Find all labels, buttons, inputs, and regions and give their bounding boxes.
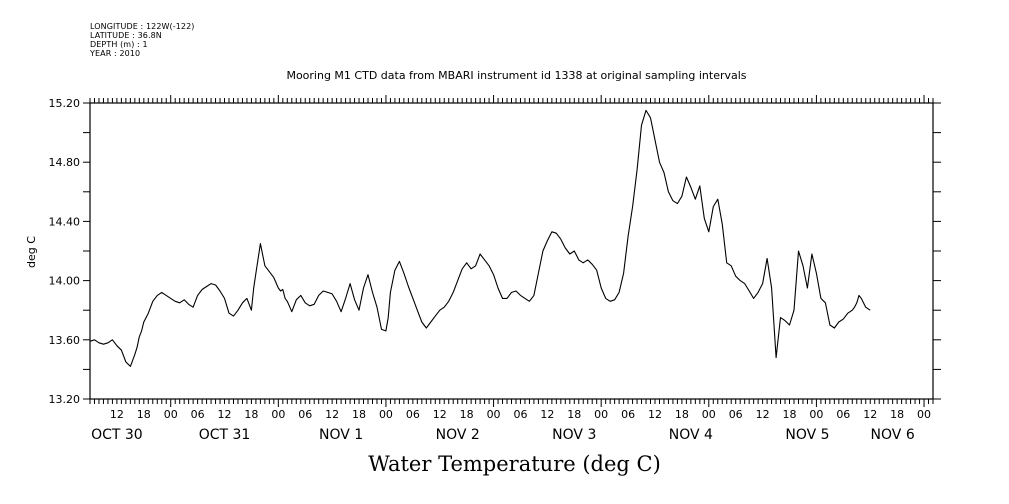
y-tick-label: 14.40 — [49, 215, 81, 228]
y-tick-label: 13.20 — [49, 393, 81, 406]
meta-depth: DEPTH (m) : 1 — [90, 40, 148, 49]
x-hour-label: 18 — [675, 408, 689, 421]
x-hour-label: 00 — [702, 408, 716, 421]
x-date-label: NOV 3 — [552, 427, 596, 443]
x-hour-label: 18 — [137, 408, 151, 421]
x-date-label: NOV 2 — [436, 427, 480, 443]
series-group — [89, 109, 871, 367]
x-hour-label: 12 — [648, 408, 662, 421]
plot-axes — [89, 102, 934, 400]
x-hour-label: 12 — [325, 408, 339, 421]
x-hour-label: 00 — [379, 408, 393, 421]
x-date-label: NOV 1 — [319, 427, 363, 443]
x-hour-label: 06 — [513, 408, 527, 421]
meta-latitude: LATITUDE : 36.8N — [90, 31, 162, 40]
meta-year: YEAR : 2010 — [90, 49, 141, 58]
x-hour-label: 00 — [917, 408, 931, 421]
x-hour-label: 00 — [487, 408, 501, 421]
x-hour-label: 18 — [244, 408, 258, 421]
x-hour-label: 06 — [729, 408, 743, 421]
chart-caption: Water Temperature (deg C) — [368, 452, 661, 476]
x-hour-label: 06 — [836, 408, 850, 421]
chart-title: Mooring M1 CTD data from MBARI instrumen… — [286, 69, 747, 82]
y-tick-label: 14.80 — [49, 156, 81, 169]
x-hour-label: 06 — [298, 408, 312, 421]
meta-longitude: LONGITUDE : 122W(-122) — [90, 22, 195, 31]
y-tick-label: 14.00 — [49, 275, 81, 288]
temperature-series-line — [89, 109, 871, 367]
x-hour-label: 18 — [460, 408, 474, 421]
x-hour-label: 18 — [890, 408, 904, 421]
x-hour-label: 12 — [756, 408, 770, 421]
x-date-label: NOV 6 — [871, 427, 915, 443]
x-hour-label: 18 — [567, 408, 581, 421]
x-axis-ticks: 12 18 00 06 12 18 00 06 12 18 00 06 12 18 00 06 12 18 00 06… — [89, 95, 934, 443]
x-hour-label: 12 — [433, 408, 447, 421]
x-hour-label: 18 — [352, 408, 366, 421]
x-hour-label: 12 — [863, 408, 877, 421]
x-hour-label: 12 — [540, 408, 554, 421]
y-axis-ticks: 13.20 13.60 14.00 14.40 14.80 15.20 — [49, 97, 941, 406]
x-hour-label: 00 — [594, 408, 608, 421]
y-tick-label: 15.20 — [49, 97, 81, 110]
x-hour-label: 06 — [191, 408, 205, 421]
x-hour-label: 18 — [783, 408, 797, 421]
x-hour-label: 06 — [621, 408, 635, 421]
x-hour-label: 12 — [110, 408, 124, 421]
x-date-label: OCT 31 — [199, 427, 251, 443]
x-hour-label: 12 — [218, 408, 232, 421]
y-tick-label: 13.60 — [49, 334, 81, 347]
x-hour-label: 06 — [406, 408, 420, 421]
x-date-label: OCT 30 — [91, 427, 143, 443]
y-axis-label: deg C — [25, 236, 38, 268]
x-hour-label: 00 — [164, 408, 178, 421]
plot-frame — [89, 102, 934, 400]
x-hour-label: 00 — [809, 408, 823, 421]
x-date-label: NOV 5 — [785, 427, 829, 443]
plot-metadata: LONGITUDE : 122W(-122) LATITUDE : 36.8N … — [90, 22, 195, 58]
x-date-label: NOV 4 — [669, 427, 713, 443]
x-hour-label: 00 — [271, 408, 285, 421]
